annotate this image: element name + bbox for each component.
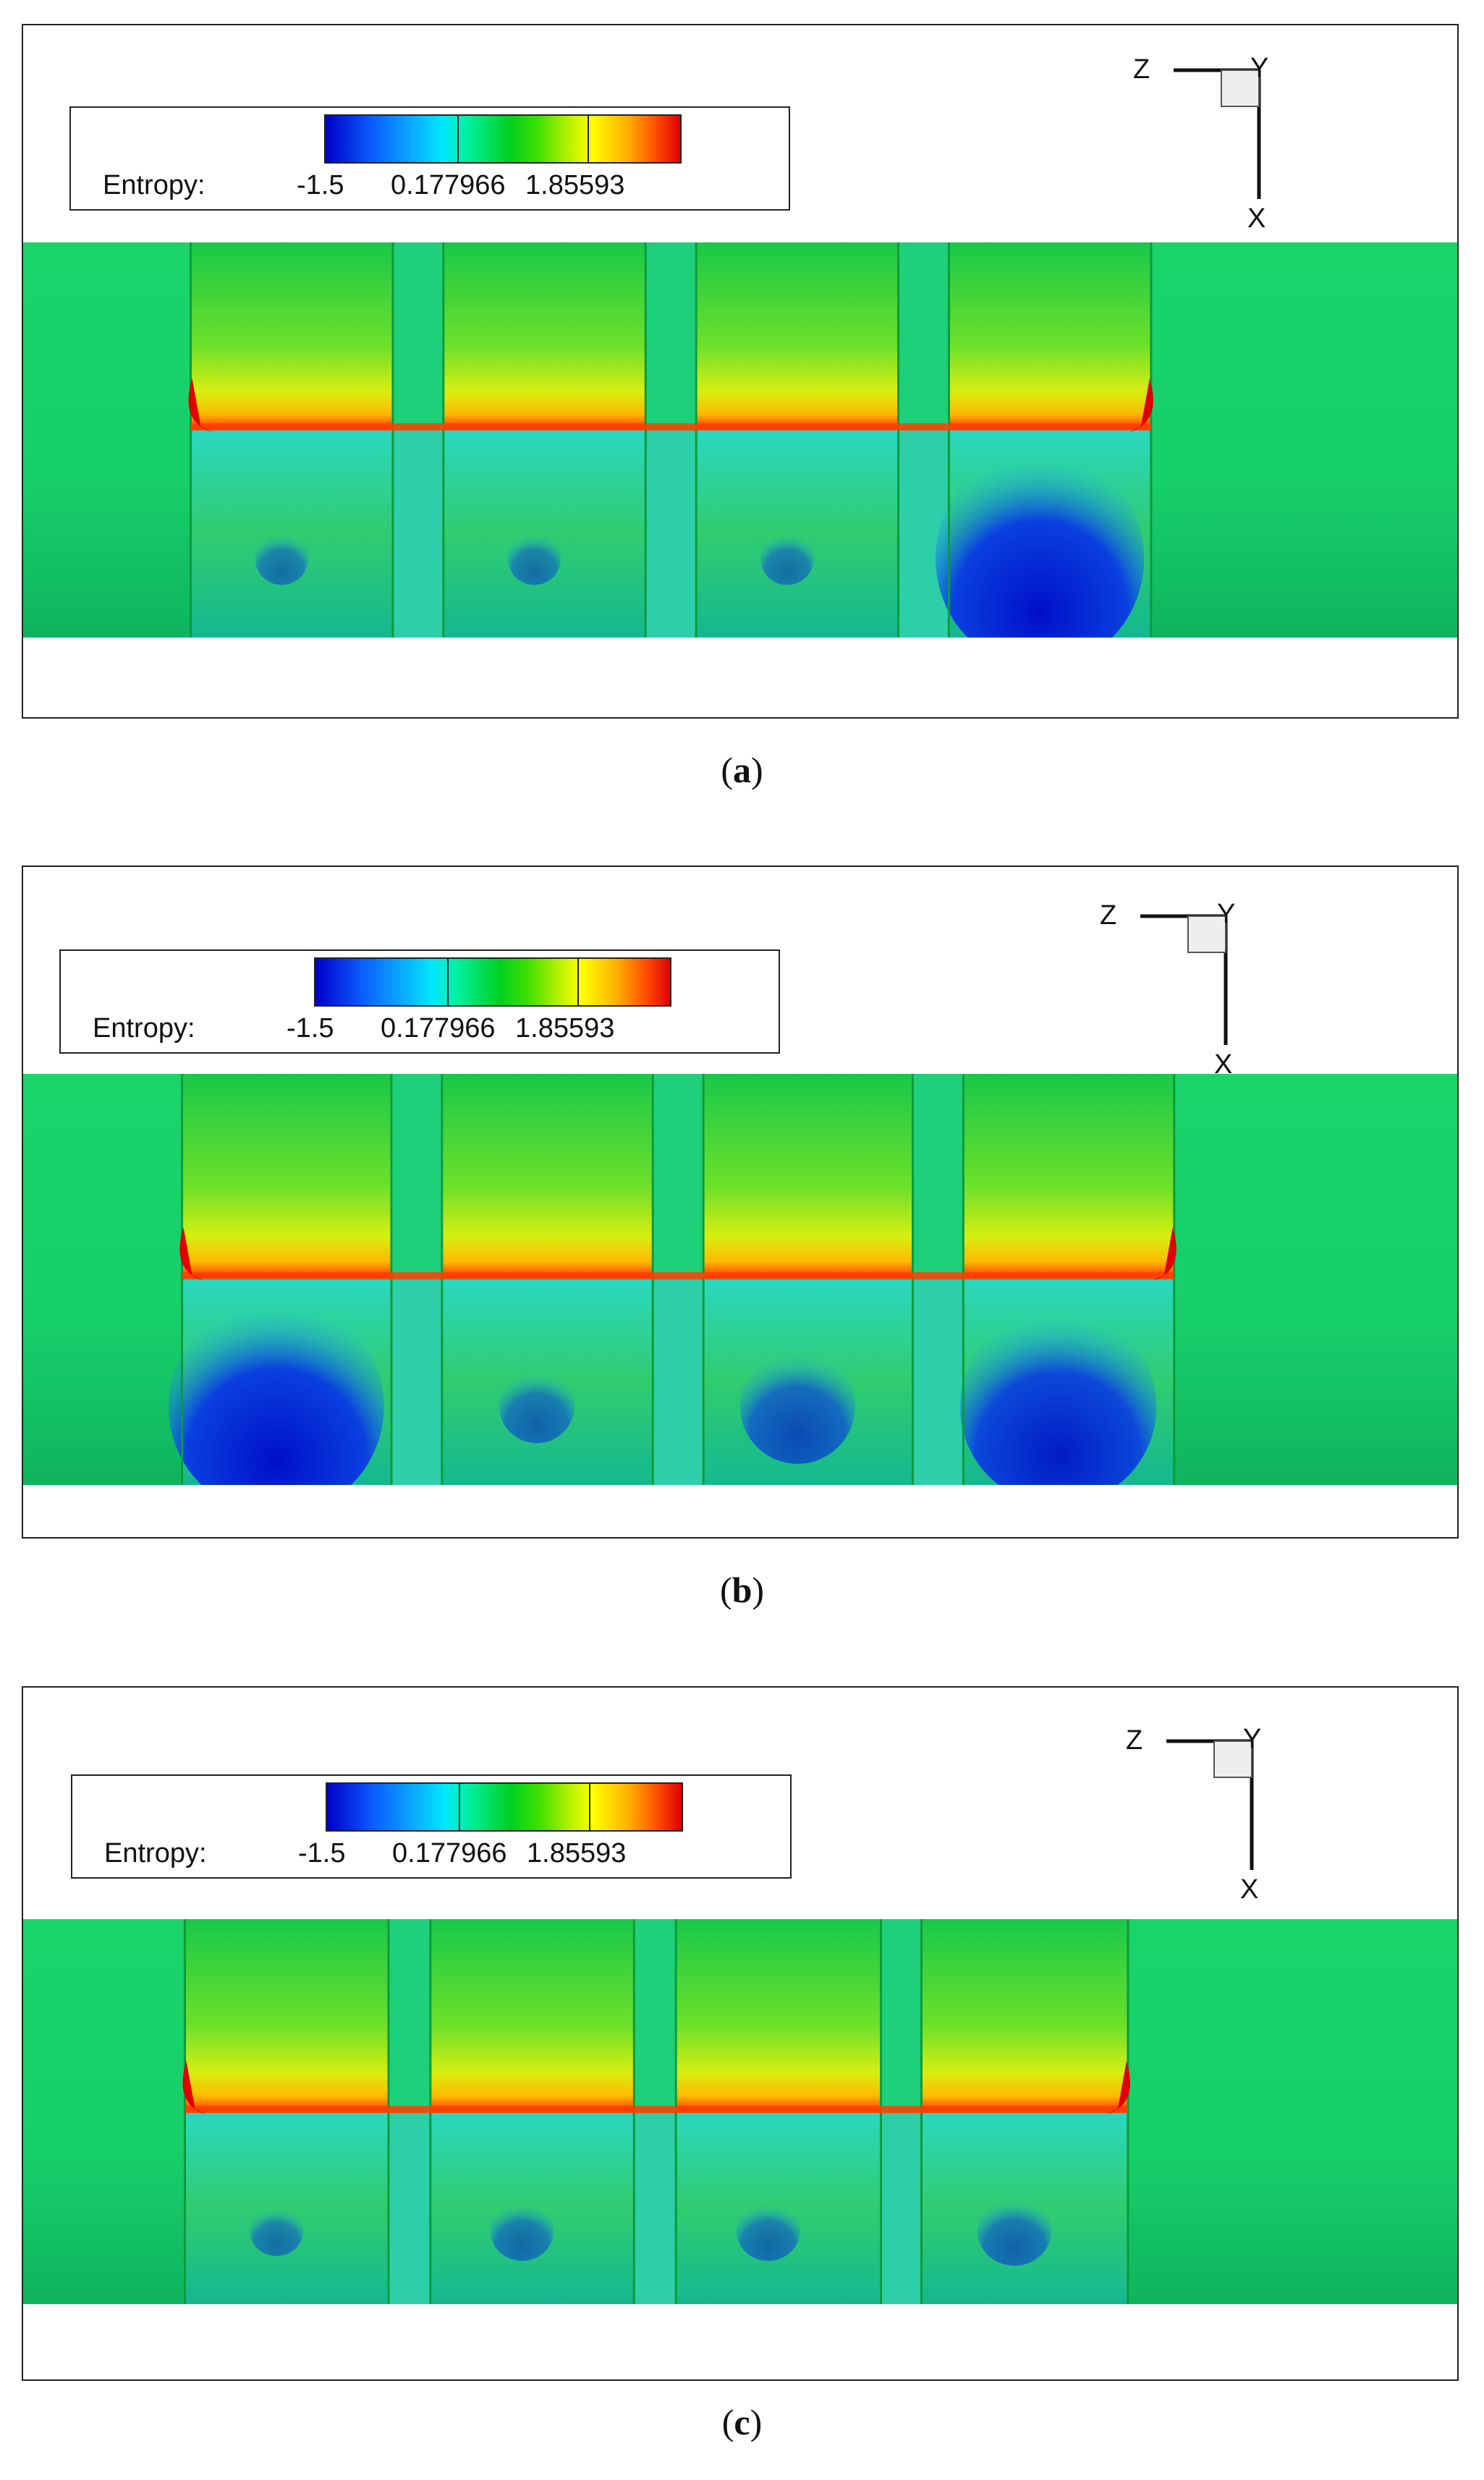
high-entropy-interface xyxy=(185,2106,1128,2113)
entropy-legend-c: Entropy: -1.5 0.177966 1.85593 xyxy=(71,1774,792,1879)
high-entropy-interface xyxy=(182,1272,1174,1279)
cell-upper xyxy=(185,1919,389,2112)
axis-z-label: Z xyxy=(1133,54,1150,85)
corner-hotspot-left xyxy=(179,1227,204,1281)
cell-upper xyxy=(430,1919,635,2112)
cell-gap-lower xyxy=(388,2112,431,2304)
legend-tick-min: -1.5 xyxy=(298,1838,346,1869)
low-entropy-region xyxy=(760,531,814,585)
legend-tick-mid: 0.177966 xyxy=(391,170,506,200)
low-entropy-region xyxy=(739,1348,855,1464)
legend-tick-max: 1.85593 xyxy=(515,1013,615,1044)
caption-a: (a) xyxy=(721,750,763,790)
cell-lower xyxy=(190,429,393,638)
legend-tick-min: -1.5 xyxy=(297,170,344,200)
cell-upper xyxy=(949,242,1151,429)
low-entropy-region xyxy=(936,448,1145,638)
colorbar xyxy=(324,114,682,164)
axis-triad-b: Z Y X xyxy=(1097,899,1285,1081)
legend-label: Entropy: xyxy=(104,1838,207,1869)
legend-label: Entropy: xyxy=(103,170,205,200)
cell-upper xyxy=(190,242,393,429)
legend-tick-mid: 0.177966 xyxy=(381,1013,496,1044)
corner-hotspot-right xyxy=(1129,378,1153,432)
corner-hotspot-right xyxy=(1106,2061,1130,2115)
panel-a: Entropy: -1.5 0.177966 1.85593 Z Y X xyxy=(22,24,1459,719)
cell-lower xyxy=(443,429,646,638)
axis-y-label: Y xyxy=(1217,899,1236,929)
caption-c: (c) xyxy=(721,2402,763,2442)
cell-upper xyxy=(443,242,646,429)
axis-lines xyxy=(1140,914,1228,1045)
axis-lines xyxy=(1166,1739,1254,1870)
entropy-field-a xyxy=(23,242,1457,638)
cell-upper xyxy=(182,1074,391,1278)
cell-gap-lower xyxy=(645,429,697,638)
corner-hotspot-right xyxy=(1152,1227,1176,1281)
cell-gap-lower xyxy=(653,1278,704,1485)
cell-gap-lower xyxy=(391,1278,442,1485)
axis-triad-c: Z Y X xyxy=(1123,1724,1311,1906)
cell-upper xyxy=(921,1919,1128,2112)
low-entropy-region xyxy=(736,2201,800,2261)
axis-x-label: X xyxy=(1240,1874,1259,1905)
axis-y-label: Y xyxy=(1250,53,1269,83)
axis-z-label: Z xyxy=(1126,1725,1143,1756)
cell-gap-lower xyxy=(881,2112,922,2304)
colorbar xyxy=(326,1782,683,1832)
cell-upper xyxy=(703,1074,913,1278)
cell-gap-lower xyxy=(634,2112,677,2304)
cell-gap-lower xyxy=(392,429,444,638)
cell-lower xyxy=(696,429,899,638)
cell-gap-lower xyxy=(912,1278,964,1485)
legend-tick-max: 1.85593 xyxy=(527,1838,627,1869)
axis-x-label: X xyxy=(1247,203,1266,234)
axis-y-label: Y xyxy=(1243,1724,1262,1754)
entropy-field-c xyxy=(23,1919,1457,2304)
high-entropy-interface xyxy=(190,423,1151,431)
low-entropy-region xyxy=(168,1297,384,1485)
axis-x-label: X xyxy=(1214,1049,1233,1080)
axis-triad-a: Z Y X xyxy=(1130,53,1318,235)
legend-tick-max: 1.85593 xyxy=(525,170,625,200)
cell-upper xyxy=(676,1919,881,2112)
low-entropy-region xyxy=(250,2206,304,2256)
axis-z-label: Z xyxy=(1100,900,1117,931)
corner-hotspot-left xyxy=(188,378,213,432)
colorbar xyxy=(314,957,671,1007)
panel-c: Entropy: -1.5 0.177966 1.85593 Z Y X xyxy=(22,1686,1459,2381)
low-entropy-region xyxy=(499,1369,574,1444)
low-entropy-region xyxy=(490,2201,554,2261)
entropy-field-b xyxy=(23,1074,1457,1485)
entropy-legend-a: Entropy: -1.5 0.177966 1.85593 xyxy=(69,106,790,211)
cell-upper xyxy=(441,1074,653,1278)
entropy-legend-b: Entropy: -1.5 0.177966 1.85593 xyxy=(59,949,780,1054)
low-entropy-region xyxy=(977,2196,1052,2266)
low-entropy-region xyxy=(255,531,309,585)
legend-tick-min: -1.5 xyxy=(287,1013,334,1044)
legend-tick-mid: 0.177966 xyxy=(392,1838,507,1869)
axis-lines xyxy=(1174,68,1261,199)
corner-hotspot-left xyxy=(182,2061,207,2115)
legend-label: Entropy: xyxy=(93,1013,195,1044)
cell-upper xyxy=(696,242,899,429)
caption-b: (b) xyxy=(719,1570,765,1610)
panel-b: Entropy: -1.5 0.177966 1.85593 Z Y X xyxy=(22,866,1459,1539)
low-entropy-region xyxy=(959,1307,1157,1485)
cell-upper xyxy=(963,1074,1174,1278)
low-entropy-region xyxy=(507,531,561,585)
